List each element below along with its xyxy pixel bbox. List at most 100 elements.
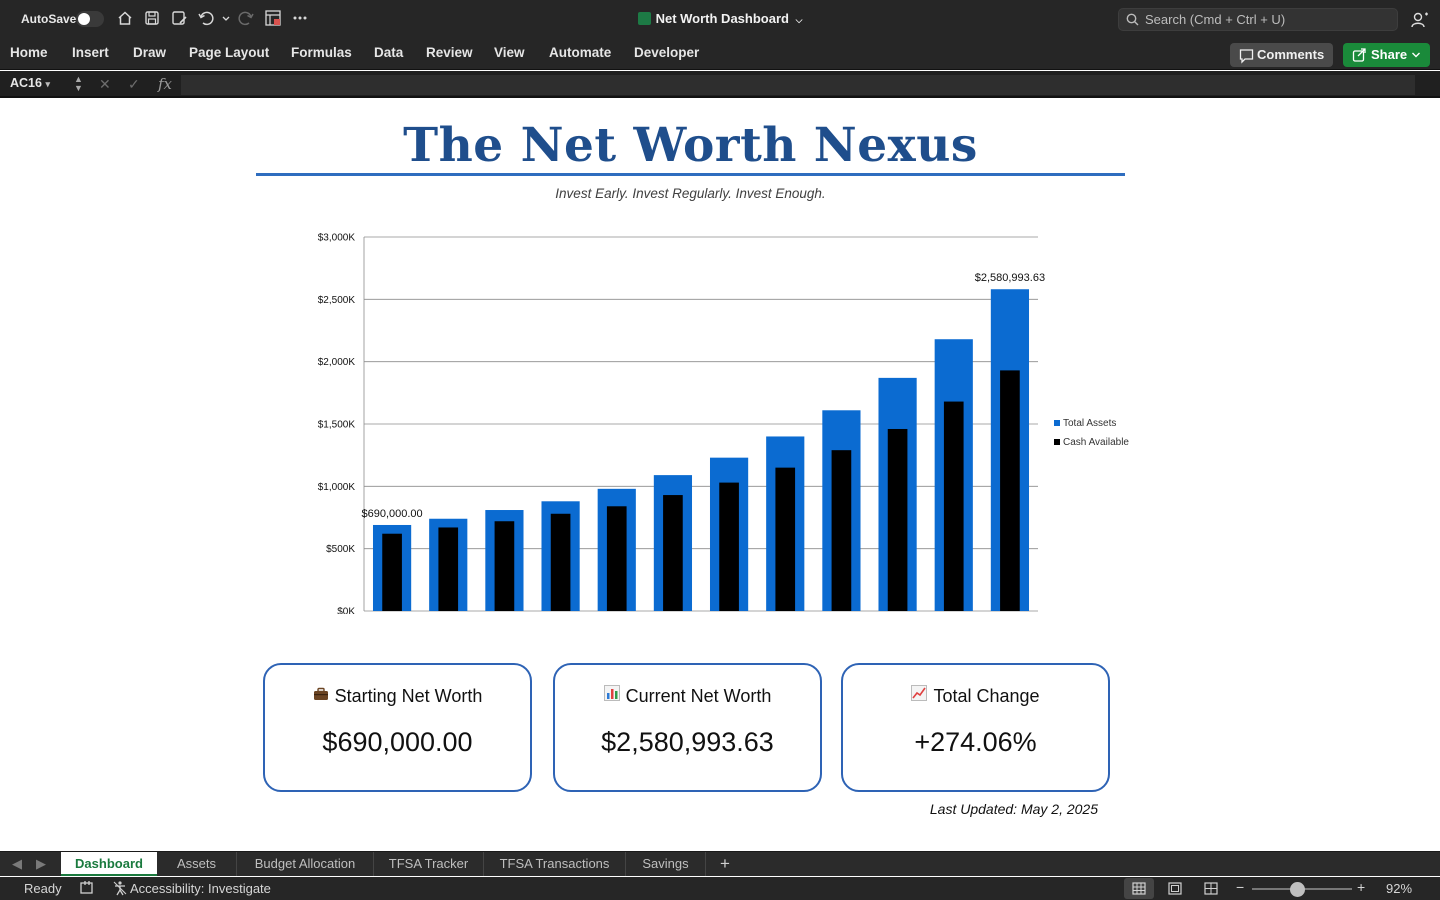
y-tick-label: $0K <box>337 607 355 615</box>
sheet-tab-assets[interactable]: Assets <box>157 852 237 876</box>
tab-review[interactable]: Review <box>426 45 473 60</box>
function-icon[interactable]: fx <box>158 75 173 93</box>
zoom-in-button[interactable]: + <box>1357 879 1366 895</box>
formula-input[interactable] <box>181 75 1415 95</box>
dashboard-title: The Net Worth Nexus <box>403 118 978 173</box>
bar-cash-available <box>382 533 402 611</box>
zoom-level[interactable]: 92% <box>1386 881 1413 896</box>
tab-draw[interactable]: Draw <box>133 45 167 60</box>
tab-page-layout[interactable]: Page Layout <box>189 45 270 60</box>
bar-cash-available <box>943 401 964 611</box>
bar-cash-available <box>438 527 459 611</box>
search-input[interactable]: Search (Cmd + Ctrl + U) <box>1118 8 1398 31</box>
briefcase-icon <box>313 685 329 700</box>
page-break-view-icon[interactable] <box>1196 878 1226 899</box>
sheet-tabs-bar: ◀ ▶ Dashboard Assets Budget Allocation T… <box>0 851 1440 876</box>
bar-cash-available <box>887 428 908 611</box>
share-person-icon[interactable] <box>1410 10 1430 30</box>
accessibility-status[interactable]: Accessibility: Investigate <box>130 881 271 896</box>
last-updated: Last Updated: May 2, 2025 <box>929 801 1098 817</box>
data-label: $2,580,993.63 <box>975 272 1045 284</box>
save-as-icon[interactable] <box>169 9 189 29</box>
chevron-down-icon <box>1411 43 1421 77</box>
legend-swatch <box>1054 420 1060 426</box>
card-title: Total Change <box>843 685 1108 707</box>
current-net-worth-value: $2,580,993.63 <box>601 727 774 757</box>
y-tick-label: $2,500K <box>318 295 356 306</box>
home-icon[interactable] <box>115 9 135 29</box>
document-title-text: Net Worth Dashboard <box>655 11 789 26</box>
tab-view[interactable]: View <box>494 45 525 60</box>
card-title: Current Net Worth <box>555 685 820 707</box>
autosave-label: AutoSave <box>21 12 77 26</box>
comments-label: Comments <box>1257 47 1325 62</box>
card-title: Starting Net Worth <box>265 685 530 707</box>
dashboard-subtitle: Invest Early. Invest Regularly. Invest E… <box>555 186 826 201</box>
save-icon[interactable] <box>142 9 162 29</box>
scroll-right-icon[interactable]: ▶ <box>36 856 46 871</box>
normal-view-icon[interactable] <box>1124 878 1154 899</box>
confirm-icon[interactable]: ✓ <box>128 76 140 92</box>
worksheet[interactable]: The Net Worth Nexus Invest Early. Invest… <box>0 99 1440 851</box>
sheet-tab-budget-allocation[interactable]: Budget Allocation <box>237 852 374 876</box>
chevron-down-icon: ⌵ <box>795 15 803 25</box>
ribbon-tabs: Home Insert Draw Page Layout Formulas Da… <box>0 38 1440 70</box>
cell-reference: AC16 <box>10 76 42 90</box>
y-tick-label: $3,000K <box>318 233 356 244</box>
add-sheet-button[interactable]: + <box>720 854 730 873</box>
name-box-stepper-icon[interactable]: ▲ ▼ <box>74 74 83 93</box>
zoom-out-button[interactable]: − <box>1236 879 1245 895</box>
tab-data[interactable]: Data <box>374 45 404 60</box>
tab-formulas[interactable]: Formulas <box>291 45 352 60</box>
sheet-tab-tfsa-transactions[interactable]: TFSA Transactions <box>484 852 626 876</box>
tab-insert[interactable]: Insert <box>72 45 109 60</box>
bar-cash-available <box>831 450 852 611</box>
legend-label: Total Assets <box>1063 418 1116 429</box>
page-layout-view-icon[interactable] <box>1160 878 1190 899</box>
comment-icon <box>1239 43 1254 75</box>
excel-file-icon <box>637 12 651 25</box>
tab-automate[interactable]: Automate <box>549 45 612 60</box>
scroll-left-icon[interactable]: ◀ <box>12 856 22 871</box>
sheet-tab-dashboard[interactable]: Dashboard <box>61 852 157 876</box>
bar-cash-available <box>494 521 515 611</box>
total-change-value: +274.06% <box>914 727 1037 757</box>
bar-cash-available <box>775 467 796 611</box>
y-tick-label: $1,500K <box>318 420 356 431</box>
bar-cash-available <box>719 482 739 611</box>
customize-view-icon[interactable] <box>263 9 283 29</box>
redo-icon[interactable] <box>236 9 256 29</box>
document-title[interactable]: Net Worth Dashboard ⌵ <box>0 11 1440 26</box>
undo-icon[interactable] <box>196 9 216 29</box>
autosave-toggle[interactable] <box>76 11 104 27</box>
data-label: $690,000.00 <box>361 508 422 520</box>
cancel-icon[interactable]: ✕ <box>99 76 111 92</box>
accessibility-icon[interactable] <box>112 880 128 899</box>
sheet-tab-tfsa-tracker[interactable]: TFSA Tracker <box>374 852 484 876</box>
name-box[interactable]: AC16 ▾ <box>10 76 50 90</box>
current-net-worth-card: Current Net Worth $2,580,993.63 <box>553 663 822 792</box>
card-label: Total Change <box>933 686 1040 706</box>
card-label: Starting Net Worth <box>334 686 483 706</box>
formula-bar: AC16 ▾ ▲ ▼ ✕ ✓ fx <box>0 71 1440 98</box>
y-tick-label: $2,000K <box>318 357 356 368</box>
net-worth-chart[interactable]: $0K $500K $1,000K $1,500K $2,000K $2,500K $3,0… <box>300 224 1140 615</box>
legend-swatch <box>1054 439 1060 445</box>
bar-cash-available <box>1000 370 1020 611</box>
more-icon[interactable] <box>290 9 310 29</box>
sheet-tab-savings[interactable]: Savings <box>626 852 706 876</box>
y-tick-label: $500K <box>326 544 355 555</box>
zoom-slider-handle[interactable] <box>1290 882 1305 897</box>
title-underline <box>256 173 1125 176</box>
total-change-card: Total Change +274.06% <box>841 663 1110 792</box>
share-icon <box>1352 43 1367 75</box>
search-placeholder: Search (Cmd + Ctrl + U) <box>1145 12 1286 27</box>
tab-developer[interactable]: Developer <box>634 45 700 60</box>
macro-record-icon[interactable] <box>79 880 95 899</box>
bar-cash-available <box>606 506 627 611</box>
tab-home[interactable]: Home <box>10 45 48 60</box>
comments-button[interactable]: Comments <box>1230 43 1333 67</box>
starting-net-worth-card: Starting Net Worth $690,000.00 <box>263 663 532 792</box>
undo-dropdown-icon[interactable] <box>216 9 236 29</box>
share-button[interactable]: Share <box>1343 43 1430 67</box>
